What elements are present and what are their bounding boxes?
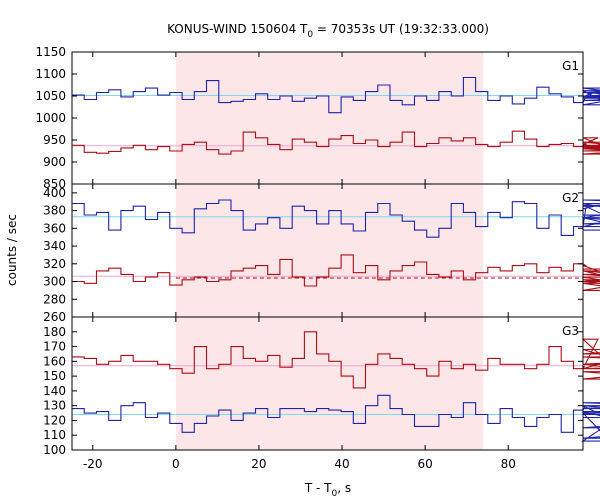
g2-panel-label: G2 [562, 191, 579, 205]
xtick-label: 60 [417, 457, 432, 471]
xtick-label: 0 [172, 457, 180, 471]
xtick-label: -20 [83, 457, 103, 471]
chart-title: KONUS-WIND 150604 T0 = 70353s UT (19:32:… [167, 22, 489, 40]
g1-series-blue [72, 76, 600, 114]
g3-ytick-label: 150 [43, 369, 66, 383]
g3-ytick-label: 180 [43, 325, 66, 339]
x-axis-label: T - T0, s [304, 481, 351, 499]
y-axis-label: counts / sec [5, 214, 19, 286]
g1-ytick-label: 1050 [35, 89, 66, 103]
g1-ytick-label: 850 [43, 177, 66, 191]
g3-series-red [72, 331, 600, 389]
g3-ytick-label: 160 [43, 354, 66, 368]
g3-ytick-label: 170 [43, 340, 66, 354]
g3-ytick-label: 140 [43, 384, 66, 398]
g3-panel-label: G3 [562, 324, 579, 338]
g1-ytick-label: 1000 [35, 111, 66, 125]
ticks-layer: G18509009501000105011001150G226028030032… [35, 45, 583, 471]
xtick-label: 40 [334, 457, 349, 471]
series-layer [72, 76, 600, 442]
g2-ytick-label: 400 [43, 186, 66, 200]
g3-ytick-label: 120 [43, 413, 66, 427]
g3-panel-frame [71, 316, 584, 451]
g2-series-red [72, 254, 600, 291]
g3-ytick-label: 130 [43, 399, 66, 413]
g2-ytick-label: 260 [43, 310, 66, 324]
g3-series-blue [72, 394, 600, 442]
shaded-interval-layer [175, 52, 484, 450]
g1-panel-label: G1 [562, 59, 579, 73]
g1-ytick-label: 1150 [35, 45, 66, 59]
g2-ytick-label: 360 [43, 221, 66, 235]
g1-ytick-label: 1100 [35, 67, 66, 81]
g2-series-blue [72, 199, 600, 238]
g2-ytick-label: 280 [43, 292, 66, 306]
g1-ytick-label: 900 [43, 155, 66, 169]
g2-ytick-label: 380 [43, 204, 66, 218]
xtick-label: 20 [251, 457, 266, 471]
g3-ytick-label: 100 [43, 443, 66, 457]
g3-ytick-label: 110 [43, 428, 66, 442]
g1-series-red [72, 130, 600, 155]
shaded-interval [175, 52, 484, 450]
g1-ytick-label: 950 [43, 133, 66, 147]
g2-ytick-label: 320 [43, 257, 66, 271]
xtick-label: 80 [501, 457, 516, 471]
g2-ytick-label: 340 [43, 239, 66, 253]
g2-ytick-label: 300 [43, 275, 66, 289]
